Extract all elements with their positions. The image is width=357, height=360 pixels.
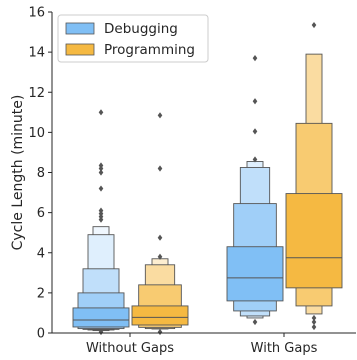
outlier-point-programming-1-2 [157,165,163,172]
outlier-point-debugging-2-2 [252,98,258,105]
y-axis-label: Cycle Length (minute) [10,95,26,251]
y-tick-label: 2 [37,286,45,301]
outlier-point-debugging-2-1 [252,55,258,62]
legend-swatch-programming [65,43,95,56]
y-tick-label: 6 [37,206,45,221]
outlier-point-debugging-1-9 [98,216,104,223]
boxen-level-debugging-1-1 [72,307,130,328]
outlier-point-debugging-2-3 [252,128,258,135]
outlier-point-debugging-1-5 [98,185,104,192]
outlier-point-programming-1-4 [157,253,163,260]
legend: Debugging Programming [57,14,209,63]
y-tick-label: 16 [28,6,45,21]
y-tick-label: 4 [37,246,45,261]
y-tick-label: 10 [28,126,45,141]
outlier-point-debugging-1-10 [98,328,104,336]
y-tick-label: 14 [28,46,45,61]
boxen-level-programming-1-1 [131,305,189,326]
outlier-point-programming-1-3 [157,234,163,241]
axes: 0 2 4 6 8 10 12 14 16 Without Gaps With Gaps [28,6,356,356]
boxen-level-debugging-2-1 [226,246,284,302]
legend-label-programming: Programming [104,42,195,58]
legend-box [57,14,209,63]
outlier-point-debugging-1-1 [98,109,104,116]
outlier-point-programming-2-1 [311,21,317,29]
outlier-point-programming-2-4 [311,323,317,331]
y-tick-label: 0 [37,327,45,342]
boxen-level-programming-2-1 [285,193,343,289]
legend-label-debugging: Debugging [104,21,178,37]
outlier-point-programming-2-3 [311,318,317,326]
y-tick-label: 8 [37,166,45,181]
plot-area [72,21,343,336]
outlier-point-programming-1-5 [157,328,163,336]
outlier-point-debugging-2-5 [252,318,258,326]
outlier-point-debugging-1-4 [98,169,104,176]
outlier-point-debugging-2-4 [252,156,258,163]
legend-swatch-debugging [65,22,95,35]
outlier-point-programming-1-1 [157,112,163,119]
outlier-point-debugging-1-3 [98,165,104,172]
x-tick-label: With Gaps [251,341,318,356]
outlier-point-programming-2-2 [311,314,317,322]
y-tick-label: 12 [28,86,45,101]
x-tick-label: Without Gaps [86,341,174,356]
